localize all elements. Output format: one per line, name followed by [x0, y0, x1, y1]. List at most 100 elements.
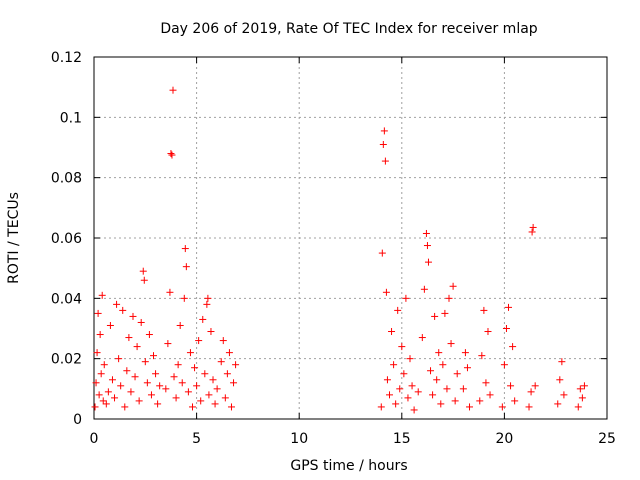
data-point: [100, 361, 108, 369]
data-point: [113, 300, 121, 308]
data-point: [414, 388, 422, 396]
data-point: [197, 397, 205, 405]
data-point: [484, 328, 492, 336]
data-point: [377, 403, 385, 411]
y-tick-label: 0.06: [51, 231, 82, 247]
x-tick-label: 10: [290, 431, 308, 447]
data-point: [435, 349, 443, 357]
data-point: [420, 285, 428, 293]
data-point: [98, 291, 106, 299]
data-point: [191, 364, 199, 372]
x-tick-label: 0: [90, 431, 99, 447]
data-point: [424, 258, 432, 266]
data-point: [528, 228, 536, 236]
data-point: [140, 276, 148, 284]
data-point: [205, 391, 213, 399]
data-point: [184, 388, 192, 396]
y-tick-label: 0.1: [60, 110, 82, 126]
chart-title: Day 206 of 2019, Rate Of TEC Index for r…: [160, 21, 537, 37]
data-point: [121, 403, 129, 411]
data-point: [129, 312, 137, 320]
data-point: [385, 391, 393, 399]
data-point: [580, 382, 588, 390]
data-point: [123, 367, 131, 375]
data-point: [188, 403, 196, 411]
data-point: [143, 379, 151, 387]
data-point: [225, 349, 233, 357]
data-point: [441, 309, 449, 317]
data-point: [453, 370, 461, 378]
data-point: [443, 385, 451, 393]
data-point: [433, 376, 441, 384]
data-point: [402, 294, 410, 302]
data-point: [380, 127, 388, 135]
data-point: [378, 249, 386, 257]
data-point: [574, 403, 582, 411]
data-point: [463, 364, 471, 372]
data-point: [383, 376, 391, 384]
data-point: [221, 394, 229, 402]
data-point: [111, 394, 119, 402]
data-point: [390, 361, 398, 369]
data-point: [449, 282, 457, 290]
data-point: [106, 321, 114, 329]
data-point: [529, 223, 537, 231]
y-tick-label: 0.02: [51, 352, 82, 368]
data-point: [511, 397, 519, 405]
grid-layer: [94, 57, 607, 419]
data-point: [217, 358, 225, 366]
data-point: [186, 349, 194, 357]
data-point: [451, 397, 459, 405]
data-point: [447, 340, 455, 348]
data-point: [431, 312, 439, 320]
data-point: [398, 343, 406, 351]
data-point: [182, 263, 190, 271]
data-point: [482, 379, 490, 387]
data-point: [145, 331, 153, 339]
data-point: [199, 315, 207, 323]
data-point: [408, 382, 416, 390]
data-point: [527, 388, 535, 396]
data-point: [223, 370, 231, 378]
data-point: [115, 355, 123, 363]
data-point: [104, 388, 112, 396]
data-point: [437, 400, 445, 408]
data-point: [459, 385, 467, 393]
data-point: [505, 303, 513, 311]
x-tick-label: 20: [495, 431, 513, 447]
y-tick-label: 0.04: [51, 291, 82, 307]
data-point: [94, 309, 102, 317]
data-point: [203, 300, 211, 308]
data-point: [232, 361, 240, 369]
data-point: [382, 288, 390, 296]
data-point: [219, 337, 227, 345]
data-point: [99, 397, 107, 405]
y-tick-label: 0.12: [51, 50, 82, 66]
data-point: [558, 358, 566, 366]
data-point: [560, 391, 568, 399]
data-point: [141, 358, 149, 366]
data-point: [92, 379, 100, 387]
data-point: [156, 382, 164, 390]
data-point: [154, 400, 162, 408]
data-point: [204, 294, 212, 302]
data-point: [404, 394, 412, 402]
data-point: [423, 242, 431, 250]
data-point: [406, 355, 414, 363]
y-axis-label: ROTI / TECUs: [6, 192, 22, 284]
data-point: [576, 385, 584, 393]
y-tick-label: 0: [73, 412, 82, 428]
data-point: [227, 403, 235, 411]
data-point: [500, 361, 508, 369]
y-tick-label: 0.08: [51, 171, 82, 187]
data-point: [466, 403, 474, 411]
data-point: [418, 334, 426, 342]
data-point: [400, 370, 408, 378]
data-point: [439, 361, 447, 369]
data-point: [170, 373, 178, 381]
x-tick-label: 15: [393, 431, 411, 447]
data-point: [147, 391, 155, 399]
data-point: [480, 306, 488, 314]
